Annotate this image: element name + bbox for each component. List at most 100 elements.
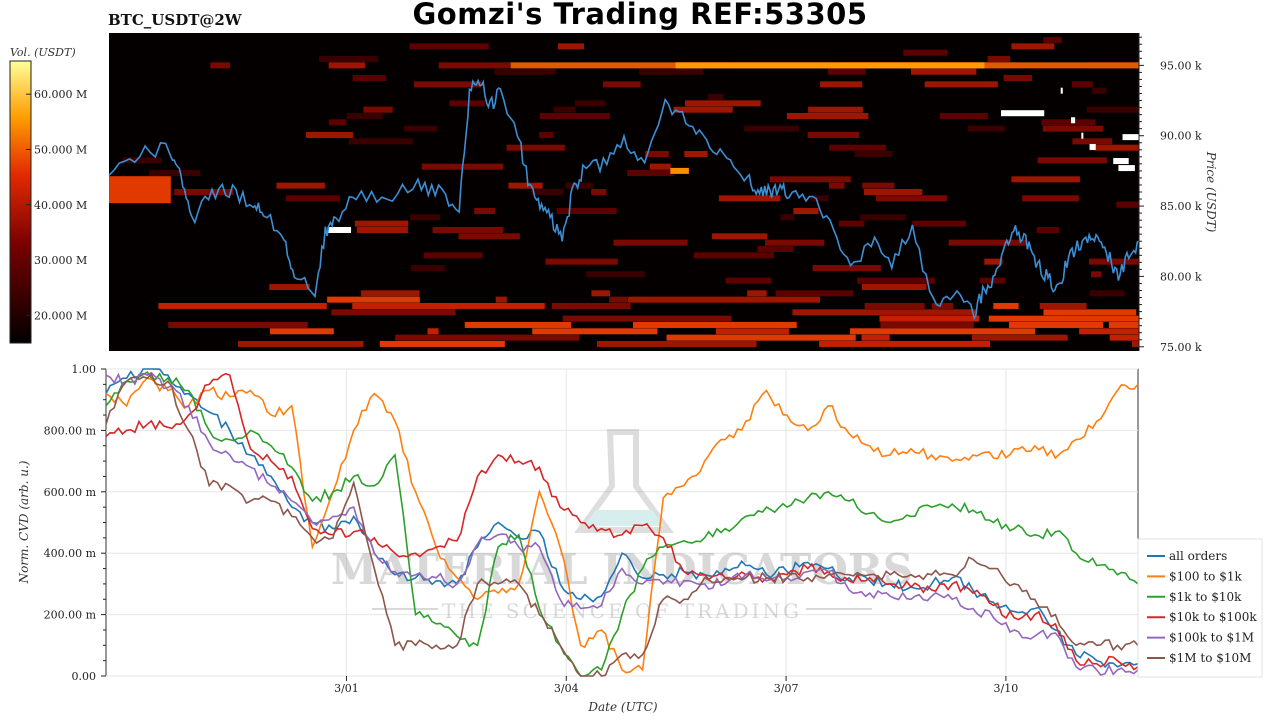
heat-band bbox=[305, 132, 353, 139]
heat-band bbox=[410, 214, 440, 221]
colorbar-label: Vol. (USDT) bbox=[10, 46, 76, 59]
heat-band bbox=[880, 321, 974, 328]
heat-band bbox=[553, 106, 576, 113]
heat-band bbox=[812, 264, 881, 271]
heat-band bbox=[354, 220, 409, 227]
heat-band bbox=[673, 106, 733, 113]
heat-band bbox=[602, 81, 641, 88]
heat-band bbox=[861, 334, 890, 341]
heat-marker bbox=[1089, 143, 1096, 150]
heat-band bbox=[395, 334, 580, 341]
heat-band bbox=[1008, 321, 1104, 328]
heat-marker bbox=[1000, 110, 1045, 117]
heat-band bbox=[827, 68, 866, 75]
colorbar-tick-label: 60.000 M bbox=[34, 88, 87, 101]
heat-band bbox=[649, 163, 671, 170]
heat-band bbox=[285, 195, 340, 202]
heat-band bbox=[993, 302, 1019, 309]
heat-band bbox=[793, 207, 819, 214]
heat-band bbox=[532, 328, 658, 335]
heat-band bbox=[458, 233, 520, 240]
heat-band bbox=[712, 233, 768, 240]
heat-marker bbox=[327, 226, 352, 233]
heat-marker bbox=[1122, 134, 1139, 141]
heat-band bbox=[539, 132, 554, 139]
price-axis-title: Price (USDT) bbox=[1204, 151, 1218, 233]
cvd-y-axis-title: Norm. CVD (arb. u.) bbox=[17, 460, 31, 584]
heat-band bbox=[269, 283, 310, 290]
heat-band bbox=[539, 113, 610, 120]
heat-band bbox=[495, 296, 507, 303]
heat-band bbox=[1092, 87, 1107, 94]
price-line bbox=[108, 78, 1140, 321]
heat-band bbox=[474, 207, 496, 214]
cvd-y-tick-label: 0.00 bbox=[72, 670, 97, 683]
heat-band bbox=[1086, 106, 1139, 113]
heat-band bbox=[432, 226, 504, 233]
heat-band bbox=[609, 296, 628, 303]
colorbar-tick-label: 30.000 M bbox=[34, 254, 87, 267]
legend-label: $10k to $100k bbox=[1169, 610, 1257, 624]
cvd-series-line bbox=[105, 372, 1139, 671]
legend-label: all orders bbox=[1169, 549, 1227, 563]
heat-band bbox=[854, 151, 893, 158]
cvd-series-line bbox=[105, 377, 1139, 674]
heat-band bbox=[1131, 340, 1139, 347]
heat-band bbox=[775, 290, 853, 297]
cvd-y-tick-label: 200.00 m bbox=[44, 609, 97, 622]
heat-band bbox=[924, 81, 998, 88]
heat-band bbox=[1108, 321, 1139, 328]
cvd-x-tick-label: 3/04 bbox=[554, 682, 579, 695]
heat-band bbox=[810, 195, 829, 202]
heat-band bbox=[210, 62, 231, 69]
legend-label: $1M to $10M bbox=[1169, 651, 1251, 665]
heat-band-strong bbox=[675, 62, 985, 69]
heat-band bbox=[327, 296, 420, 303]
cvd-x-tick-label: 3/07 bbox=[774, 682, 799, 695]
heat-band bbox=[718, 195, 781, 202]
heat-band bbox=[597, 340, 757, 347]
heat-marker bbox=[1060, 87, 1063, 94]
heat-band bbox=[1036, 226, 1059, 233]
heat-band bbox=[1022, 195, 1079, 202]
heat-band bbox=[319, 56, 379, 63]
colorbar-tick-label: 20.000 M bbox=[34, 309, 87, 322]
heat-band bbox=[328, 62, 365, 69]
heat-band bbox=[1011, 176, 1080, 183]
heat-band bbox=[912, 220, 967, 227]
heat-band bbox=[765, 239, 825, 246]
cvd-x-axis-title: Date (UTC) bbox=[587, 700, 657, 714]
heat-band bbox=[352, 75, 387, 82]
heat-band bbox=[849, 328, 1036, 335]
heat-band bbox=[508, 182, 543, 189]
heat-band bbox=[168, 321, 308, 328]
heat-band bbox=[862, 182, 895, 189]
heat-band bbox=[684, 100, 761, 107]
heat-band bbox=[530, 189, 564, 195]
heat-band bbox=[562, 315, 732, 322]
heat-band bbox=[747, 290, 767, 297]
chart-title: Gomzi's Trading REF:53305 bbox=[412, 0, 868, 31]
heat-band bbox=[984, 258, 1003, 265]
colorbar-tick-label: 50.000 M bbox=[34, 143, 87, 156]
heat-band bbox=[1041, 119, 1096, 126]
heat-band bbox=[1094, 144, 1139, 151]
heat-band bbox=[557, 43, 584, 50]
heat-band bbox=[863, 189, 923, 195]
heat-band bbox=[864, 302, 925, 309]
heat-band bbox=[1116, 201, 1139, 208]
colorbar-gradient bbox=[9, 60, 32, 344]
heat-block bbox=[109, 176, 171, 204]
heat-band bbox=[423, 252, 483, 259]
heat-band bbox=[545, 258, 618, 265]
flask-icon bbox=[574, 429, 674, 533]
heat-band bbox=[1039, 302, 1087, 309]
heat-band bbox=[1090, 290, 1125, 297]
heat-band bbox=[410, 264, 445, 271]
heat-band bbox=[971, 334, 1068, 341]
heat-band bbox=[565, 182, 593, 189]
heat-band bbox=[591, 189, 607, 195]
legend-label: $100 to $1k bbox=[1169, 569, 1242, 583]
heat-block bbox=[670, 167, 689, 174]
